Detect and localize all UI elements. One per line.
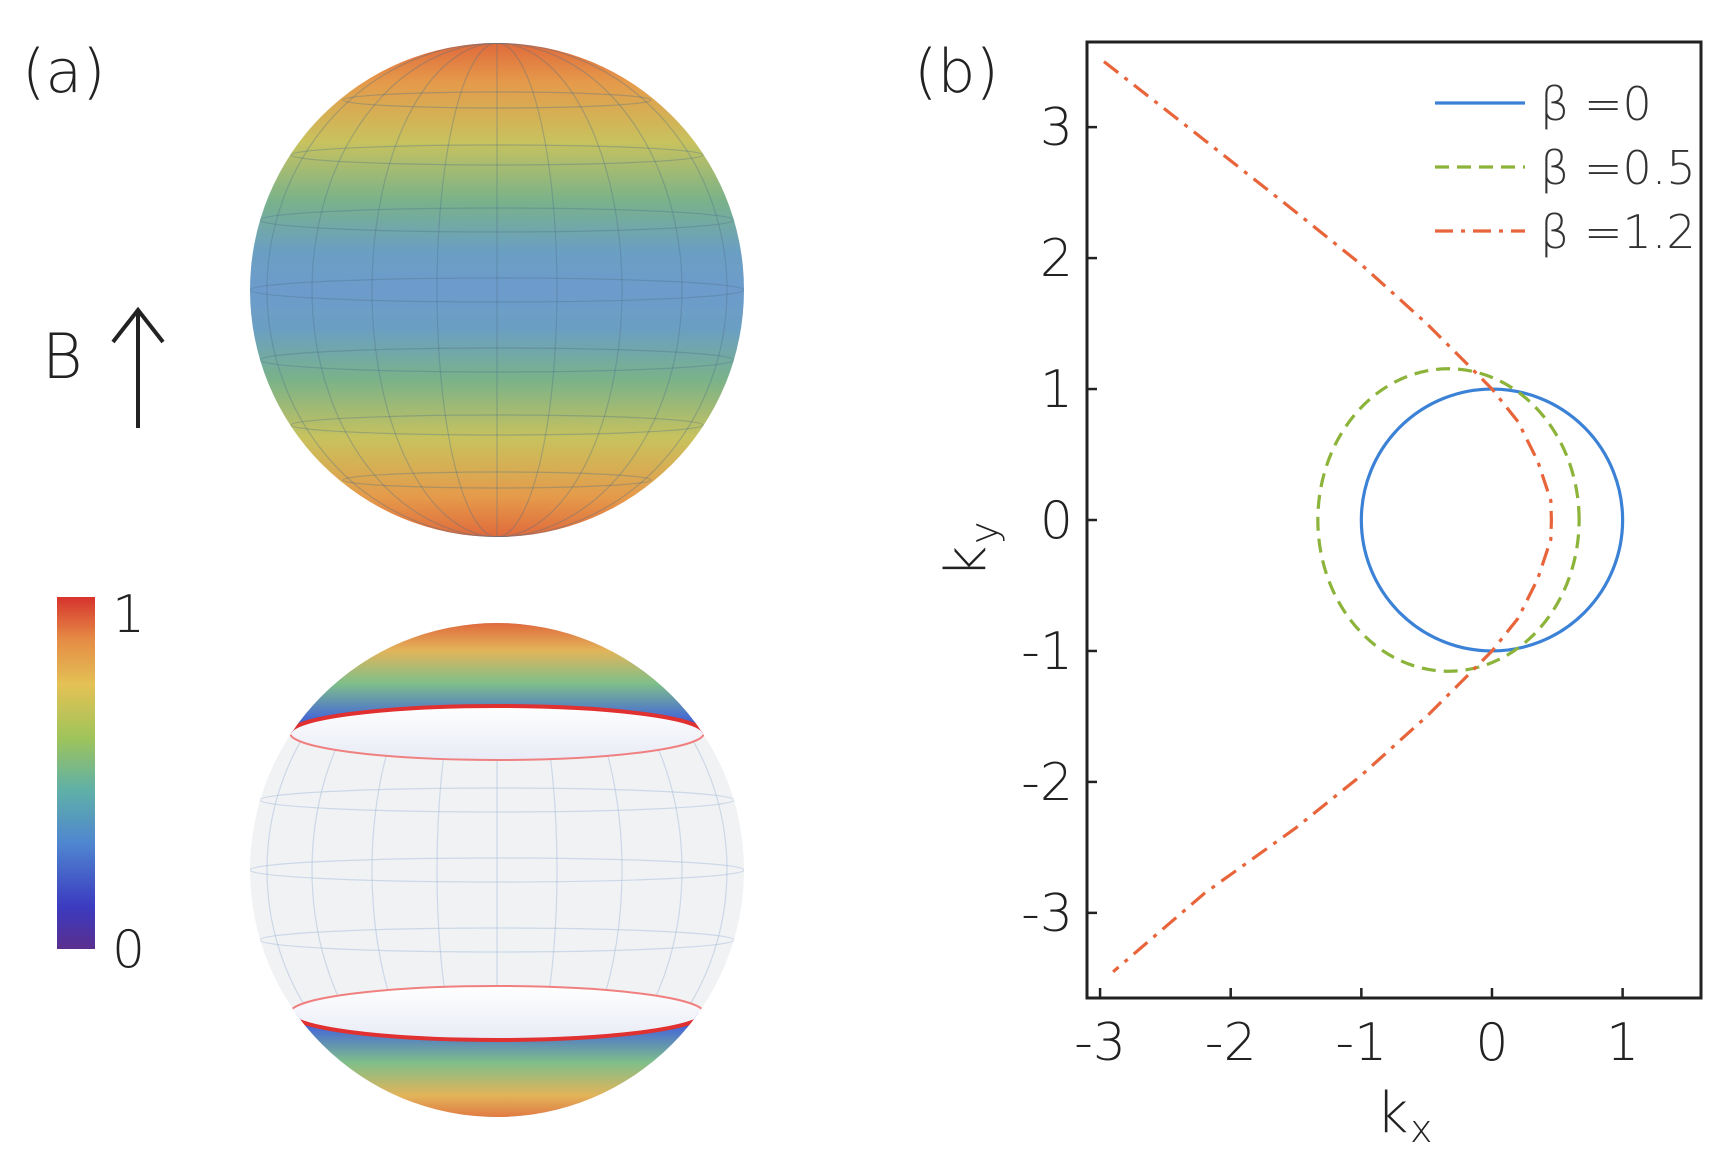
sphere-top <box>250 43 744 537</box>
sphere-bottom <box>250 623 744 1117</box>
y-tick-label: -2 <box>1021 753 1073 813</box>
legend: β =0 β =0.5 β =1.2 <box>1435 77 1696 259</box>
x-tick-label: -1 <box>1335 1013 1387 1073</box>
x-tick-label: 1 <box>1606 1013 1639 1073</box>
sphere-bottom-top-cap <box>250 623 744 761</box>
panel-b: (b) -3 -2 -1 0 1 -3 -2 -1 0 1 2 3 k x k y β =0 β =0.… <box>914 37 1703 1151</box>
panel-a: (a) B <box>22 37 744 1117</box>
sphere-top-surface <box>250 43 744 537</box>
y-tick-label: 1 <box>1040 360 1073 420</box>
colorbar-max-label: 1 <box>112 585 145 645</box>
x-axis-label-sub: x <box>1410 1107 1433 1151</box>
series-line-2 <box>1103 60 1553 974</box>
y-tick-label: 3 <box>1040 98 1073 158</box>
sphere-bottom-bottom-cap <box>250 985 744 1117</box>
panel-a-label: (a) <box>22 37 106 107</box>
plot-series <box>1103 60 1625 974</box>
x-tick-label: -2 <box>1205 1013 1257 1073</box>
colorbar-min-label: 0 <box>112 920 145 980</box>
y-tick-label: -3 <box>1021 884 1073 944</box>
series-line-0 <box>1359 387 1625 653</box>
x-tick-label: 0 <box>1475 1013 1508 1073</box>
legend-label-0: β =0 <box>1540 77 1652 131</box>
magnetic-field-label: B <box>42 320 83 393</box>
y-tick-label: 0 <box>1040 491 1073 551</box>
legend-label-2: β =1.2 <box>1540 205 1696 259</box>
colorbar-gradient <box>57 597 95 949</box>
x-axis-label: k x <box>1376 1081 1433 1151</box>
y-tick-label: 2 <box>1040 229 1073 289</box>
y-tick-label: -1 <box>1021 622 1073 682</box>
y-axis-label-sub: y <box>962 522 1006 545</box>
y-axis-label-main: k <box>934 546 999 578</box>
panel-b-label: (b) <box>914 37 999 107</box>
colorbar: 1 0 <box>57 585 145 980</box>
field-arrow-icon <box>111 306 165 428</box>
y-axis-label: k y <box>934 522 1006 579</box>
x-tick-label: -3 <box>1074 1013 1126 1073</box>
sphere-top-gridlines <box>250 43 744 537</box>
series-line-1 <box>1316 366 1581 674</box>
legend-label-1: β =0.5 <box>1540 141 1696 195</box>
x-axis-label-main: k <box>1376 1081 1408 1146</box>
axis-ticks: -3 -2 -1 0 1 -3 -2 -1 0 1 2 3 <box>1021 98 1639 1073</box>
